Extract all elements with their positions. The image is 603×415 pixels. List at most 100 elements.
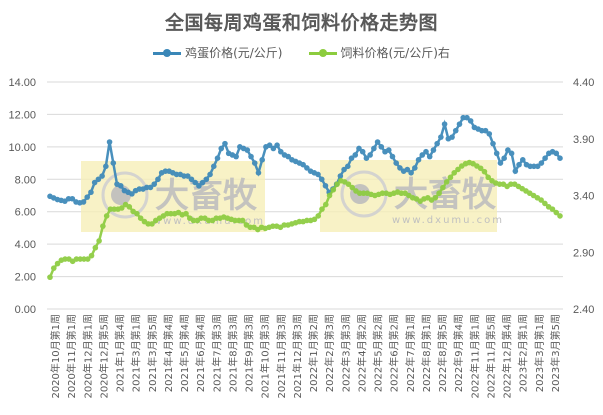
data-point[interactable]	[155, 176, 161, 183]
data-point[interactable]	[389, 153, 396, 160]
data-point[interactable]	[196, 182, 202, 189]
data-point[interactable]	[207, 171, 213, 178]
data-point[interactable]	[345, 163, 351, 170]
legend-item-feed[interactable]: 饲料价格(元/公斤)右	[308, 44, 450, 61]
data-point[interactable]	[352, 152, 359, 158]
data-point[interactable]	[84, 256, 91, 262]
data-point[interactable]	[438, 134, 444, 140]
data-point[interactable]	[103, 213, 110, 219]
data-point[interactable]	[149, 221, 155, 227]
data-point[interactable]	[549, 206, 556, 212]
legend-item-egg[interactable]: 鸡蛋价格(元/公斤)	[153, 44, 283, 61]
data-point[interactable]	[452, 127, 459, 134]
data-point[interactable]	[183, 210, 189, 217]
data-point[interactable]	[443, 179, 450, 185]
data-point[interactable]	[516, 161, 522, 168]
data-point[interactable]	[126, 204, 133, 210]
data-point[interactable]	[233, 153, 239, 160]
data-point[interactable]	[103, 163, 109, 170]
data-point[interactable]	[359, 148, 366, 155]
data-point[interactable]	[385, 147, 392, 153]
data-point[interactable]	[129, 191, 135, 197]
data-point[interactable]	[203, 176, 210, 183]
data-point[interactable]	[315, 213, 322, 219]
data-point[interactable]	[106, 139, 113, 145]
data-point[interactable]	[322, 182, 329, 189]
data-point[interactable]	[248, 153, 254, 160]
data-point[interactable]	[408, 170, 414, 176]
data-point[interactable]	[378, 144, 385, 150]
data-point[interactable]	[110, 160, 117, 166]
data-point[interactable]	[367, 152, 373, 158]
data-point[interactable]	[501, 155, 507, 162]
data-point[interactable]	[274, 142, 280, 149]
data-point[interactable]	[447, 174, 454, 181]
data-point[interactable]	[419, 152, 426, 158]
data-point[interactable]	[84, 194, 91, 200]
data-point[interactable]	[497, 160, 504, 166]
data-point[interactable]	[404, 166, 411, 173]
data-point[interactable]	[100, 223, 106, 229]
data-point[interactable]	[412, 165, 418, 171]
data-point[interactable]	[432, 194, 439, 201]
data-point[interactable]	[54, 260, 61, 267]
data-point[interactable]	[456, 121, 463, 127]
data-point[interactable]	[482, 127, 489, 134]
data-point[interactable]	[99, 173, 105, 179]
data-point[interactable]	[512, 168, 519, 174]
data-point[interactable]	[334, 181, 340, 187]
data-point[interactable]	[218, 145, 225, 152]
data-point[interactable]	[467, 118, 474, 124]
data-point[interactable]	[266, 142, 273, 149]
data-point[interactable]	[363, 155, 370, 162]
data-point[interactable]	[397, 165, 403, 171]
data-point[interactable]	[151, 181, 158, 187]
data-point[interactable]	[304, 165, 310, 171]
data-point[interactable]	[326, 192, 333, 199]
data-point[interactable]	[95, 176, 102, 183]
data-point[interactable]	[538, 160, 545, 166]
data-point[interactable]	[117, 182, 124, 189]
data-point[interactable]	[251, 160, 258, 166]
data-point[interactable]	[455, 166, 461, 173]
data-point[interactable]	[464, 114, 470, 121]
data-point[interactable]	[96, 238, 102, 244]
data-point[interactable]	[88, 189, 94, 196]
data-point[interactable]	[553, 150, 560, 157]
data-point[interactable]	[214, 155, 221, 162]
data-point[interactable]	[434, 140, 440, 147]
data-point[interactable]	[69, 195, 76, 202]
data-point[interactable]	[430, 147, 437, 153]
data-point[interactable]	[505, 147, 511, 153]
data-point[interactable]	[542, 200, 548, 207]
data-point[interactable]	[451, 170, 458, 176]
data-point[interactable]	[490, 140, 496, 147]
data-point[interactable]	[239, 217, 246, 224]
data-point[interactable]	[519, 157, 526, 163]
data-point[interactable]	[485, 174, 492, 181]
data-point[interactable]	[423, 148, 429, 155]
data-point[interactable]	[47, 274, 53, 281]
data-point[interactable]	[318, 176, 325, 183]
data-point[interactable]	[493, 150, 500, 157]
data-point[interactable]	[356, 145, 362, 152]
data-point[interactable]	[534, 163, 541, 170]
data-point[interactable]	[449, 134, 455, 140]
data-point[interactable]	[341, 166, 347, 173]
data-point[interactable]	[349, 184, 356, 191]
data-point[interactable]	[477, 165, 484, 172]
data-point[interactable]	[441, 121, 448, 127]
data-point[interactable]	[88, 252, 95, 259]
data-point[interactable]	[199, 179, 206, 186]
data-point[interactable]	[134, 210, 140, 217]
data-point[interactable]	[322, 201, 329, 208]
data-point[interactable]	[270, 145, 277, 152]
data-point[interactable]	[415, 157, 422, 163]
data-point[interactable]	[311, 216, 318, 223]
data-point[interactable]	[80, 199, 87, 205]
data-point[interactable]	[348, 155, 355, 162]
data-point[interactable]	[300, 161, 306, 168]
data-point[interactable]	[508, 150, 515, 157]
data-point[interactable]	[137, 215, 144, 221]
data-point[interactable]	[147, 184, 154, 191]
